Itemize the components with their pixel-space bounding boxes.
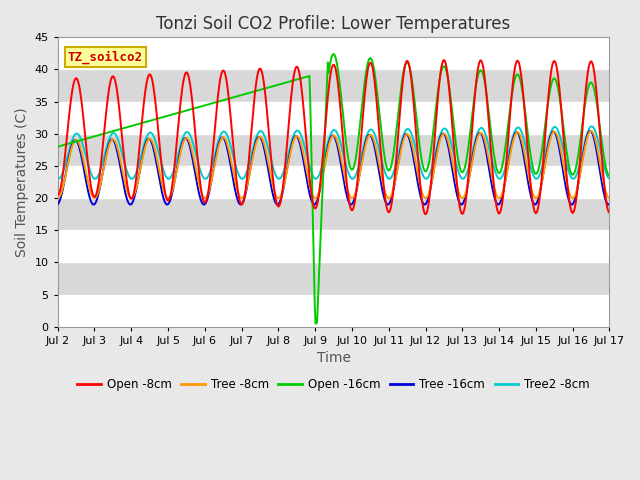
Bar xyxy=(58,102,609,134)
Bar xyxy=(58,198,609,230)
Bar xyxy=(58,263,609,295)
Bar xyxy=(58,230,609,263)
Y-axis label: Soil Temperatures (C): Soil Temperatures (C) xyxy=(15,107,29,257)
Bar xyxy=(58,295,609,327)
Title: Tonzi Soil CO2 Profile: Lower Temperatures: Tonzi Soil CO2 Profile: Lower Temperatur… xyxy=(156,15,511,33)
Bar xyxy=(58,37,609,70)
Bar xyxy=(58,70,609,102)
Bar xyxy=(58,166,609,198)
X-axis label: Time: Time xyxy=(317,351,351,365)
Bar xyxy=(58,134,609,166)
Legend: Open -8cm, Tree -8cm, Open -16cm, Tree -16cm, Tree2 -8cm: Open -8cm, Tree -8cm, Open -16cm, Tree -… xyxy=(73,374,595,396)
Text: TZ_soilco2: TZ_soilco2 xyxy=(68,50,143,64)
